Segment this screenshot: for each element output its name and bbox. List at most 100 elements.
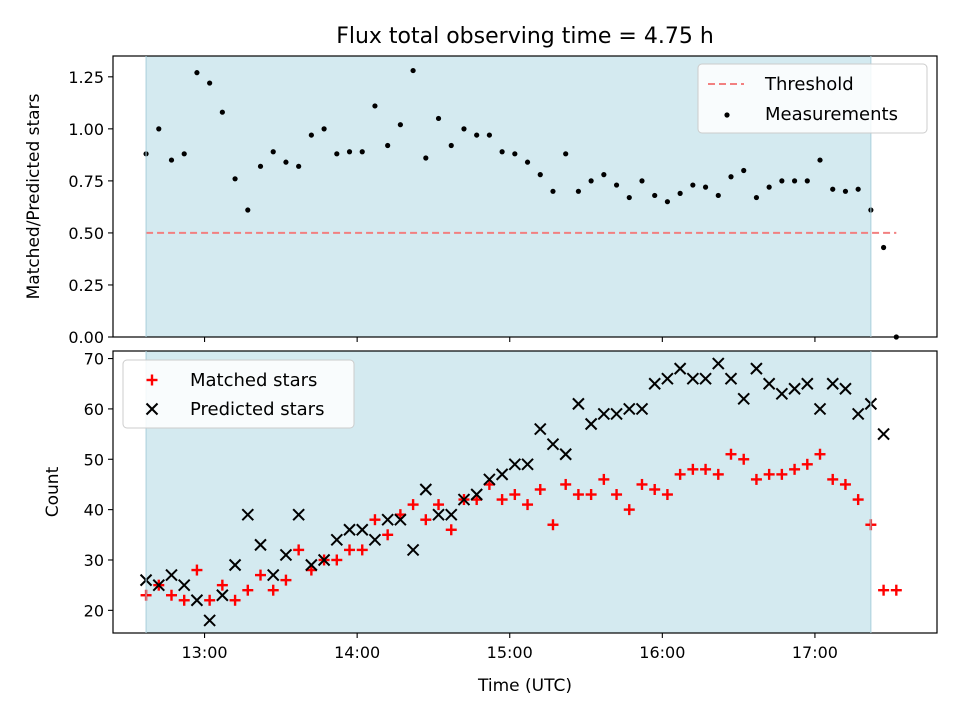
measurement-point xyxy=(474,132,480,138)
measurement-point xyxy=(359,149,365,155)
y-tick-label: 20 xyxy=(84,601,104,620)
matched-point xyxy=(547,519,559,531)
legend-predicted-label: Predicted stars xyxy=(190,399,324,420)
measurement-point xyxy=(156,126,162,132)
measurement-point xyxy=(334,151,340,157)
predicted-point xyxy=(343,523,356,536)
matched-point xyxy=(776,468,788,480)
predicted-point xyxy=(495,468,509,481)
measurement-point xyxy=(168,157,175,163)
predicted-point xyxy=(673,362,687,375)
predicted-point xyxy=(279,548,293,562)
count-points xyxy=(139,357,902,627)
matched-point xyxy=(522,499,534,511)
measurement-point xyxy=(702,184,709,190)
x-tick-label: 16:00 xyxy=(639,643,685,662)
matched-point xyxy=(331,554,343,566)
predicted-point xyxy=(851,407,865,421)
legend-threshold-label: Threshold xyxy=(764,74,854,95)
measurement-point xyxy=(385,142,391,149)
matched-point xyxy=(661,489,673,501)
measurement-point xyxy=(410,67,416,74)
measurement-point xyxy=(194,70,200,76)
measurement-point xyxy=(766,184,772,190)
predicted-point xyxy=(406,543,420,557)
matched-point xyxy=(165,589,177,601)
predicted-point xyxy=(813,402,827,416)
predicted-point xyxy=(432,508,445,521)
count-legend: Matched stars Predicted stars xyxy=(122,359,355,429)
ratio-ylabel: Matched/Predicted stars xyxy=(24,93,44,299)
measurement-point xyxy=(245,207,251,213)
matched-point xyxy=(572,489,584,501)
measurement-point xyxy=(232,176,238,182)
y-tick-label: 0.00 xyxy=(68,328,104,347)
matched-point xyxy=(496,494,508,506)
predicted-point xyxy=(330,533,344,547)
count-ylabel: Count xyxy=(43,466,63,517)
legend-matched-swatch xyxy=(146,374,158,386)
matched-point xyxy=(407,499,419,511)
predicted-point xyxy=(801,377,814,390)
count-panel: 20 30 40 50 60 70 13:00 14:00 15:00 16:00 17:00 C… xyxy=(43,350,938,662)
predicted-point xyxy=(165,568,178,582)
measurement-point xyxy=(652,192,658,199)
predicted-point xyxy=(483,473,496,486)
predicted-point xyxy=(635,402,649,416)
predicted-point xyxy=(534,422,547,436)
matched-point xyxy=(204,594,216,606)
measurement-point xyxy=(270,149,276,155)
matched-point xyxy=(636,478,648,490)
measurement-point xyxy=(741,167,747,174)
predicted-point xyxy=(826,377,839,390)
matched-point xyxy=(789,463,801,475)
predicted-point xyxy=(839,382,852,395)
matched-point xyxy=(750,473,762,485)
predicted-point xyxy=(368,533,382,547)
predicted-point xyxy=(190,594,204,607)
ratio-panel-frame xyxy=(112,55,938,338)
matched-point xyxy=(280,574,292,586)
measurement-point xyxy=(346,149,353,155)
matched-point xyxy=(585,489,597,501)
matched-point xyxy=(344,544,356,556)
measurement-point xyxy=(397,122,403,128)
matched-point xyxy=(763,468,775,480)
measurement-point xyxy=(499,149,505,155)
predicted-point xyxy=(597,407,611,421)
measurement-point xyxy=(715,192,721,199)
measurement-point xyxy=(690,182,696,188)
measurement-point xyxy=(601,172,607,178)
legend-matched-label: Matched stars xyxy=(190,370,317,391)
matched-point xyxy=(445,524,457,536)
x-tick-label: 15:00 xyxy=(487,643,533,662)
measurement-point xyxy=(308,132,314,138)
ratio-legend: Threshold Measurements xyxy=(697,63,928,134)
predicted-point xyxy=(216,589,229,602)
measurement-point xyxy=(855,186,861,192)
matched-point xyxy=(827,473,839,485)
matched-point xyxy=(649,483,661,495)
matched-point xyxy=(738,453,750,465)
measurement-point xyxy=(613,182,620,188)
x-axis-ticks: 13:00 14:00 15:00 16:00 17:00 xyxy=(182,633,838,662)
matched-point xyxy=(229,594,241,606)
legend-measurements-label: Measurements xyxy=(765,104,898,125)
matched-point xyxy=(382,529,394,541)
matched-point xyxy=(242,584,254,596)
matched-point xyxy=(852,494,864,506)
matched-point xyxy=(801,458,813,470)
y-tick-label: 1.25 xyxy=(68,68,104,87)
measurement-point xyxy=(677,190,683,196)
measurement-point xyxy=(753,194,760,201)
predicted-point xyxy=(178,578,191,592)
measurement-point xyxy=(219,109,225,115)
predicted-point xyxy=(394,513,407,526)
predicted-point xyxy=(712,357,725,370)
measurement-point xyxy=(207,80,213,86)
y-tick-label: 40 xyxy=(84,501,104,520)
matched-point xyxy=(369,514,381,526)
matched-point xyxy=(890,584,902,596)
predicted-point xyxy=(572,397,585,411)
